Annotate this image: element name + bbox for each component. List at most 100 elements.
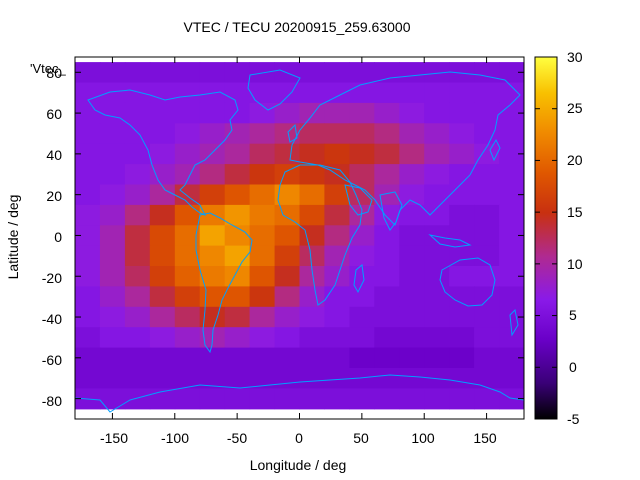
coastlines: [75, 69, 524, 413]
heatmap-cell: [374, 184, 400, 206]
heatmap-cell: [474, 368, 500, 389]
heatmap-cell: [424, 123, 450, 145]
heatmap-cell: [174, 164, 201, 186]
heatmap-cell: [474, 266, 500, 287]
heatmap-cell: [349, 327, 375, 349]
heatmap-cell: [249, 123, 276, 145]
heatmap-cell: [449, 266, 475, 287]
heatmap-cell: [75, 286, 101, 308]
x-tick-label: 100: [411, 430, 435, 446]
heatmap-cell: [399, 347, 425, 369]
heatmap-cell: [424, 164, 450, 186]
heatmap-cell: [99, 306, 126, 328]
heatmap-cell: [149, 327, 176, 349]
heatmap-cell: [224, 123, 251, 145]
heatmap-cell: [474, 347, 500, 369]
heatmap-cell: [274, 286, 301, 308]
heatmap-cell: [499, 245, 524, 267]
heatmap-cell: [399, 102, 425, 124]
heatmap-cell: [224, 225, 251, 247]
heatmap-cell: [299, 184, 325, 206]
colorbar-tick-label: -5: [567, 411, 580, 427]
heatmap-cell: [224, 368, 251, 389]
heatmap-cell: [499, 225, 524, 247]
heatmap-cell: [299, 102, 325, 124]
heatmap-cell: [424, 204, 450, 226]
x-tick-labels: -150 -100 -50 0 50 100 150: [100, 430, 497, 446]
heatmap-cell: [374, 225, 400, 247]
heatmap-cell: [424, 347, 450, 369]
coastline-north-america: [87, 89, 239, 216]
heatmap-cell: [399, 62, 425, 84]
heatmap-cell: [449, 204, 475, 226]
heatmap-cell: [374, 62, 400, 84]
heatmap-cell: [449, 82, 475, 104]
heatmap-cell: [274, 347, 301, 369]
heatmap-cell: [149, 204, 176, 226]
heatmap-cell: [499, 164, 524, 186]
heatmap-cell: [274, 143, 301, 165]
heatmap-cell: [99, 102, 126, 124]
heatmap-cell: [124, 82, 151, 104]
heatmap-cell: [474, 123, 500, 145]
heatmap-cell: [474, 327, 500, 349]
y-tick-label: -80: [42, 393, 62, 409]
heatmap-cell: [75, 368, 101, 389]
heatmap-cell: [224, 184, 251, 206]
coastline-new-zealand: [509, 308, 519, 337]
heatmap-cell: [349, 143, 375, 165]
heatmap-cell: [474, 62, 500, 84]
heatmap-cell: [324, 225, 350, 247]
heatmap-cell: [349, 164, 375, 186]
heatmap-cell: [149, 123, 176, 145]
heatmap-cell: [374, 164, 400, 186]
heatmap-cell: [199, 368, 226, 389]
heatmap-cell: [75, 62, 101, 84]
heatmap-cell: [99, 62, 126, 84]
heatmap-cell: [349, 225, 375, 247]
heatmap-cell: [299, 225, 325, 247]
heatmap-cell: [124, 306, 151, 328]
heatmap-cell: [324, 368, 350, 389]
heatmap-cell: [324, 286, 350, 308]
heatmap-cell: [424, 143, 450, 165]
heatmap-cell: [299, 143, 325, 165]
heatmap-cell: [449, 306, 475, 328]
heatmap-cell: [75, 327, 101, 349]
heatmap-cell: [399, 306, 425, 328]
heatmap-cell: [274, 388, 301, 410]
heatmap-cell: [299, 347, 325, 369]
heatmap-cell: [274, 82, 301, 104]
heatmap-cell: [249, 102, 276, 124]
colorbar-tick-label: 15: [567, 204, 583, 220]
coastline-indonesia: [428, 234, 472, 248]
heatmap-cell: [324, 204, 350, 226]
heatmap-cell: [299, 164, 325, 186]
colorbar-tick-label: 5: [569, 307, 577, 323]
heatmap-cell: [499, 82, 524, 104]
heatmap-cell: [99, 164, 126, 186]
y-axis-label: Latitude / deg: [5, 195, 21, 280]
coastline-india: [379, 191, 403, 231]
heatmap-cell: [99, 225, 126, 247]
heatmap-cell: [124, 368, 151, 389]
heatmap-cell: [75, 225, 101, 247]
heatmap-cell: [449, 327, 475, 349]
heatmap-cell: [199, 123, 226, 145]
heatmap-cell: [99, 143, 126, 165]
heatmap-cell: [424, 286, 450, 308]
heatmap-cell: [349, 62, 375, 84]
heatmap-cell: [324, 62, 350, 84]
heatmap-cell: [424, 327, 450, 349]
heatmap-cell: [349, 368, 375, 389]
heatmap-cell: [274, 164, 301, 186]
heatmap-cell: [99, 327, 126, 349]
heatmap-cell: [224, 347, 251, 369]
heatmap-cell: [174, 82, 201, 104]
heatmap-cell: [75, 164, 101, 186]
heatmap-cell: [199, 102, 226, 124]
coastline-uk: [287, 123, 298, 143]
heatmap-cell: [299, 266, 325, 287]
heatmap-cell: [374, 266, 400, 287]
